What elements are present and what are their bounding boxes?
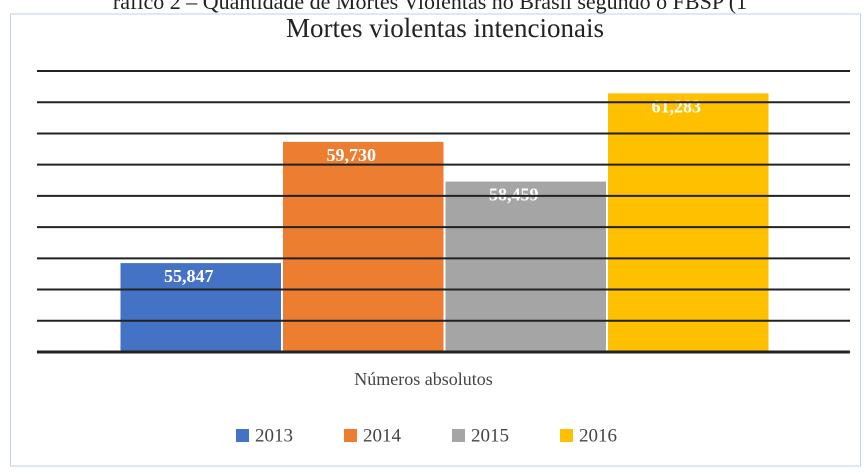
figure-caption: ráfico 2 – Quantidade de Mortes Violenta… — [113, 0, 747, 14]
legend-swatch — [344, 429, 357, 442]
bar — [445, 181, 606, 352]
legend-swatch — [560, 429, 573, 442]
legend-label: 2015 — [471, 425, 509, 446]
legend-label: 2016 — [579, 425, 617, 446]
legend-swatch — [236, 429, 249, 442]
bar — [283, 141, 444, 352]
legend-swatch — [452, 429, 465, 442]
value-label: 59,730 — [327, 145, 377, 165]
legend-label: 2013 — [255, 425, 293, 446]
x-tick-label: Números absolutos — [354, 369, 493, 389]
bar — [608, 93, 769, 353]
chart-border — [10, 13, 861, 467]
value-label: 58,459 — [489, 185, 539, 205]
value-label: 61,283 — [652, 97, 702, 117]
legend-label: 2014 — [363, 425, 402, 446]
value-label: 55,847 — [164, 266, 214, 286]
chart-title: Mortes violentas intencionais — [286, 13, 604, 43]
bar — [120, 263, 281, 352]
